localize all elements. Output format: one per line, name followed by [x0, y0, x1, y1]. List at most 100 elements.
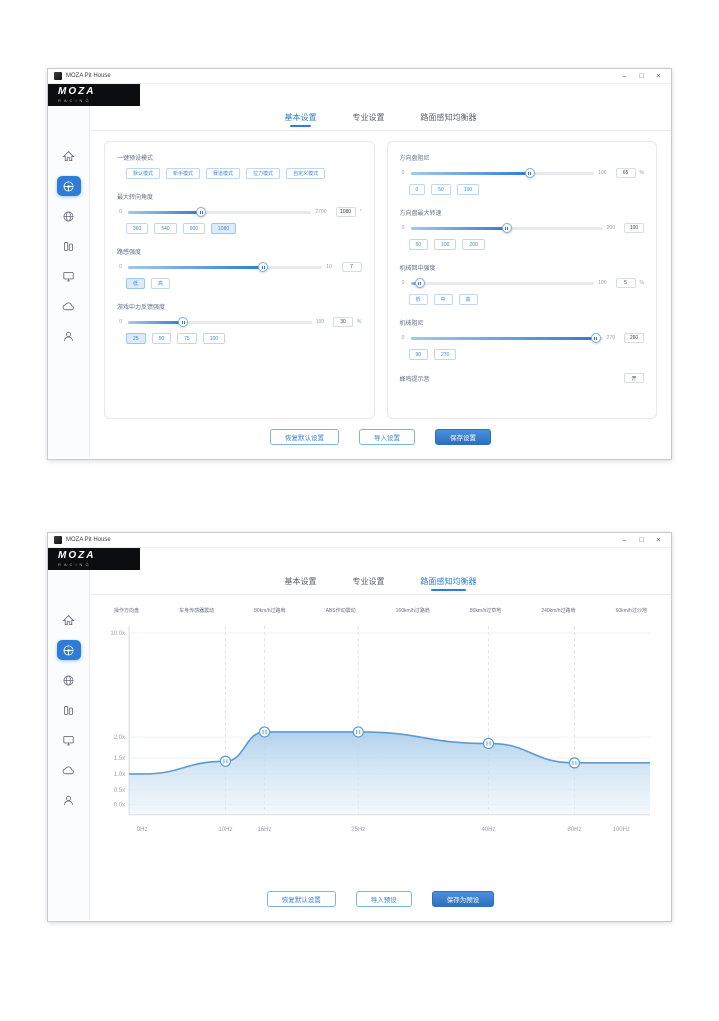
import-settings-button[interactable]: 导入设置: [359, 429, 415, 445]
eq-handle[interactable]: [219, 755, 232, 767]
preset-button[interactable]: 50: [431, 184, 451, 195]
tab-basic-settings[interactable]: 基本设置: [284, 577, 317, 586]
tab-pro-settings[interactable]: 专业设置: [352, 113, 385, 122]
tab-pro-settings[interactable]: 专业设置: [352, 577, 385, 586]
tab-bar: 基本设置 专业设置 路面感知均衡器: [90, 108, 671, 130]
value-box[interactable]: 7: [341, 262, 362, 272]
eq-x-label: 0Hz: [137, 827, 148, 833]
preset-button[interactable]: 100: [456, 184, 480, 195]
eq-band-label: ABS作动震动: [325, 608, 356, 614]
preset-button[interactable]: 高: [151, 278, 171, 289]
preset-button[interactable]: 高: [458, 294, 478, 305]
restore-defaults-button[interactable]: 恢复默认设置: [270, 429, 339, 445]
slider-track[interactable]: [128, 262, 322, 272]
sidebar-item-online[interactable]: [57, 206, 81, 226]
preset-button[interactable]: 中: [433, 294, 453, 305]
save-settings-button[interactable]: 保存设置: [435, 429, 491, 445]
sidebar-item-home[interactable]: [57, 610, 81, 630]
preset-button[interactable]: 1080: [211, 223, 237, 234]
setting-beep: 蜂鸣提示音 开: [400, 373, 644, 383]
sidebar-item-online[interactable]: [57, 670, 81, 690]
save-preset-button[interactable]: 保存为预设: [431, 891, 495, 907]
window-title: MOZA Pit House: [66, 73, 111, 79]
sidebar-item-display[interactable]: [57, 266, 81, 286]
sidebar-item-home[interactable]: [57, 146, 81, 166]
maximize-button[interactable]: □: [639, 536, 644, 544]
value-box[interactable]: 5: [615, 278, 636, 288]
eq-handle[interactable]: [482, 737, 495, 750]
preset-button[interactable]: 赛道模式: [206, 168, 241, 179]
tab-road-sense-eq[interactable]: 路面感知均衡器: [420, 113, 477, 122]
slider-track[interactable]: [410, 223, 603, 233]
sidebar-item-account[interactable]: [57, 790, 81, 810]
unit-label: %: [357, 319, 362, 325]
slider-handle[interactable]: [590, 333, 601, 343]
setting-max-steering-angle: 最大转向角度 0 2700 1080 ° 360 540 900 1080: [117, 192, 362, 234]
preset-button[interactable]: 50: [151, 333, 172, 344]
minimize-button[interactable]: –: [622, 536, 627, 544]
sidebar-item-display[interactable]: [57, 730, 81, 750]
preset-button[interactable]: 新手模式: [166, 168, 201, 179]
preset-button[interactable]: 默认模式: [126, 168, 161, 179]
eq-handle[interactable]: [258, 726, 271, 738]
preset-button[interactable]: 0: [408, 184, 426, 195]
sidebar-item-cloud[interactable]: [57, 760, 81, 780]
eq-x-label: 100Hz: [613, 827, 630, 833]
setting-label: 机械阻尼: [399, 321, 424, 327]
slider-handle[interactable]: [178, 317, 189, 327]
preset-button[interactable]: 360: [126, 223, 149, 234]
slider-handle[interactable]: [258, 262, 269, 272]
close-button[interactable]: ×: [656, 72, 661, 80]
import-preset-button[interactable]: 导入预设: [355, 891, 412, 907]
setting-label: 游戏中力反馈强度: [117, 305, 166, 311]
slider-handle[interactable]: [414, 278, 425, 288]
slider-track[interactable]: [410, 278, 595, 288]
preset-button[interactable]: 100: [202, 333, 226, 344]
value-box[interactable]: 1080: [335, 207, 356, 217]
eq-handle[interactable]: [568, 757, 581, 769]
slider-track[interactable]: [128, 317, 312, 327]
slider-handle[interactable]: [501, 223, 512, 233]
value-box[interactable]: 65: [615, 168, 636, 178]
restore-defaults-button[interactable]: 恢复默认设置: [266, 891, 336, 907]
eq-chart: 0.0x 0.5x 1.0x 1.5x 2.0x 10.0x 0Hz 10Hz 16Hz 25Hz…: [90, 618, 671, 849]
titlebar[interactable]: MOZA Pit House – □ ×: [48, 533, 671, 548]
sidebar-item-cloud[interactable]: [57, 296, 81, 316]
sidebar-item-account[interactable]: [57, 326, 81, 346]
tab-road-sense-eq[interactable]: 路面感知均衡器: [421, 576, 477, 594]
preset-button[interactable]: 自定义模式: [286, 168, 326, 179]
preset-button[interactable]: 270: [434, 349, 457, 360]
preset-button[interactable]: 90: [408, 349, 429, 360]
preset-button[interactable]: 900: [182, 223, 206, 234]
minimize-button[interactable]: –: [622, 72, 627, 80]
preset-button[interactable]: 200: [462, 239, 485, 250]
value-box[interactable]: 100: [624, 223, 644, 233]
preset-button[interactable]: 75: [177, 333, 197, 344]
maximize-button[interactable]: □: [639, 72, 644, 80]
value-box[interactable]: 30: [333, 317, 354, 327]
logo-text: MOZA: [58, 550, 96, 561]
value-box[interactable]: 开: [624, 373, 644, 383]
preset-button[interactable]: 拉力模式: [246, 168, 281, 179]
titlebar[interactable]: MOZA Pit House – □ ×: [48, 69, 671, 84]
close-button[interactable]: ×: [656, 536, 661, 544]
sidebar-item-wheelbase[interactable]: [56, 640, 81, 660]
preset-button[interactable]: 25: [126, 333, 146, 344]
slider-track[interactable]: [410, 333, 603, 343]
slider-handle[interactable]: [524, 168, 535, 178]
eq-handle[interactable]: [352, 726, 364, 738]
preset-button[interactable]: 低: [408, 294, 428, 305]
preset-button[interactable]: 低: [126, 278, 146, 289]
sidebar-item-pedals[interactable]: [57, 236, 81, 256]
preset-button[interactable]: 50: [408, 239, 429, 250]
slider-track[interactable]: [410, 168, 595, 178]
sidebar-item-wheelbase[interactable]: [56, 176, 81, 196]
preset-button[interactable]: 100: [434, 239, 457, 250]
preset-button[interactable]: 540: [154, 223, 177, 234]
slider-handle[interactable]: [196, 207, 207, 217]
value-box[interactable]: 260: [624, 333, 644, 343]
sidebar-item-pedals[interactable]: [57, 700, 81, 720]
monitor-icon: [62, 734, 75, 747]
tab-basic-settings[interactable]: 基本设置: [285, 112, 317, 130]
slider-track[interactable]: [128, 207, 312, 217]
